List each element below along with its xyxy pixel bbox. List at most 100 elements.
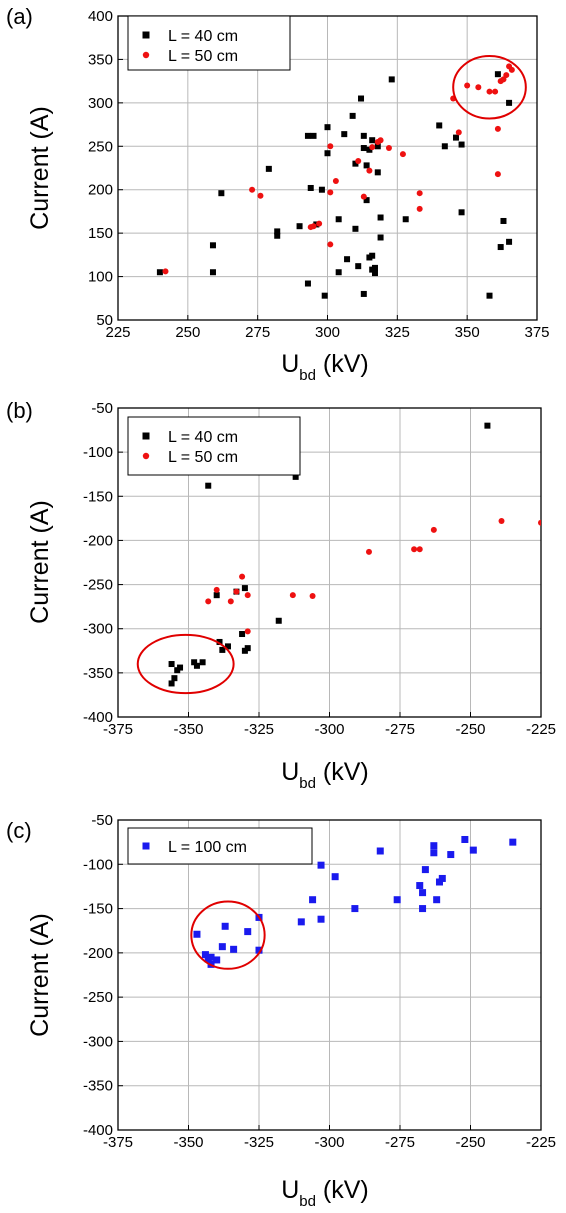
data-point [207,953,215,961]
plot-frame [117,819,542,1131]
data-point [469,846,477,854]
data-point [377,137,384,144]
data-point [289,592,296,599]
legend-box [127,15,291,71]
data-point [360,193,367,200]
data-point [438,874,446,882]
data-point [363,162,370,169]
data-point [257,192,264,199]
y-tick-label: -250 [83,577,113,594]
data-point [309,593,316,600]
data-point [292,473,299,480]
data-point [317,861,325,869]
data-point [441,143,448,150]
y-tick-label: 200 [88,182,113,199]
y-tick-label: 150 [88,225,113,242]
y-tick-label: -300 [83,621,113,638]
data-point [327,189,334,196]
y-tick-label: -250 [83,989,113,1006]
y-tick-label: -200 [83,945,113,962]
data-point [399,151,406,158]
x-tick-label: 225 [105,324,130,341]
chart-panel-2: -375 -350 -325 -300 -275 -250 -225 -50 -100 -150 -… [6,398,556,792]
data-point [416,882,424,890]
data-point [452,134,459,141]
data-point [500,217,507,224]
panel-label: (c) [6,818,32,843]
data-point [500,76,507,83]
panel-label: (b) [6,398,33,423]
x-tick-label: -250 [455,721,485,738]
data-point [177,664,184,671]
y-tick-label: -200 [83,532,113,549]
data-point [411,546,418,553]
data-point [156,269,163,276]
data-point [317,915,325,923]
data-point [492,88,499,95]
data-point [168,680,175,687]
data-point [244,628,251,635]
data-point [335,269,342,276]
data-point [497,244,504,251]
y-tick-label: -100 [83,856,113,873]
data-point [304,280,311,287]
legend-label: L = 50 cm [168,48,238,65]
data-point [433,896,441,904]
x-tick-label: -300 [314,1134,344,1151]
data-point [216,638,223,645]
y-axis-label: Current (A) [26,106,54,230]
y-tick-label: 50 [96,312,113,329]
panel-label: (a) [6,4,33,29]
data-point [376,847,384,855]
legend-label: L = 100 cm [168,839,247,856]
data-point [464,82,471,89]
data-point [233,588,240,595]
x-tick-label: 300 [315,324,340,341]
data-point [494,71,501,78]
y-tick-label: -350 [83,1078,113,1095]
data-point [509,838,517,846]
data-point [168,661,175,668]
x-tick-label: 250 [175,324,200,341]
data-point [309,896,317,904]
data-point [388,76,395,83]
data-point [458,209,465,216]
data-point [230,945,238,953]
x-tick-label: -275 [385,721,415,738]
legend-marker [142,842,150,850]
y-tick-label: -150 [83,488,113,505]
data-point [363,197,370,204]
x-tick-label: 375 [524,324,549,341]
plot-frame [117,15,538,321]
data-point [304,132,311,139]
data-point [435,878,443,886]
data-point [265,165,272,172]
data-point [171,675,178,682]
data-point [244,645,251,652]
data-point [191,659,198,666]
data-point [227,598,234,605]
y-tick-label: 400 [88,8,113,25]
data-point [193,930,201,938]
data-point [355,158,362,165]
data-point [351,905,359,913]
data-point [209,269,216,276]
data-point [369,144,376,151]
data-point [249,186,256,193]
data-point [218,943,226,951]
data-point [458,141,465,148]
data-point [213,586,220,593]
data-point [371,264,378,271]
data-point [310,132,317,139]
data-point [486,292,493,299]
data-point [447,851,455,859]
data-point [296,223,303,230]
data-point [327,143,334,150]
legend-label: L = 40 cm [168,429,238,446]
y-tick-label: -300 [83,1033,113,1050]
data-point [421,866,429,874]
data-point [218,190,225,197]
data-point [205,598,212,605]
data-points [156,63,515,299]
data-point [275,617,282,624]
